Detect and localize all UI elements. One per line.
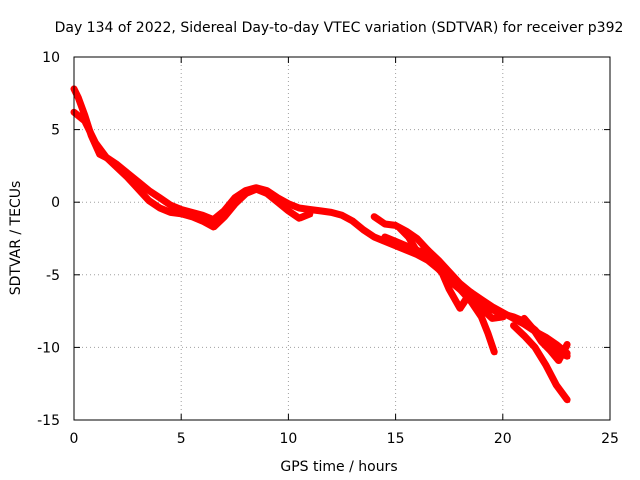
trace-lower-point — [178, 210, 185, 217]
trace-main-point — [156, 194, 163, 201]
trace-main-point — [146, 187, 152, 194]
trace-drop-b-point — [446, 286, 453, 293]
trace-tail-point — [555, 357, 562, 364]
y-tick-label: -10 — [37, 340, 60, 356]
trace-drop-c-point — [521, 332, 528, 339]
trace-lower-point — [285, 207, 292, 214]
trace-tail-point — [521, 315, 528, 322]
x-tick-label: 10 — [279, 431, 297, 447]
trace-main-point — [371, 234, 378, 240]
trace-drop-c-point — [510, 322, 517, 329]
trace-lower-point — [221, 213, 228, 220]
tick-layer: 0 5 10 15 20 25 -15 -10 -5 0 5 10 — [37, 50, 619, 447]
trace-tail-point — [529, 325, 536, 332]
x-axis-label: GPS time / hours — [280, 459, 397, 475]
trace-drop-b-point — [489, 315, 496, 322]
trace-tail-point — [547, 347, 553, 354]
trace-lower-point — [103, 154, 110, 161]
trace-drop-a-point — [491, 348, 498, 355]
trace-lower-point — [146, 197, 152, 204]
trace-lower-point — [296, 215, 303, 222]
trace-tail-point — [538, 338, 545, 345]
trace-drop-b-point — [405, 234, 412, 240]
trace-main-point — [349, 218, 356, 225]
trace-drop-c-point — [542, 361, 549, 368]
chart-title: Day 134 of 2022, Sidereal Day-to-day VTE… — [55, 20, 624, 36]
trace-layer — [70, 85, 571, 404]
trace-lower-point — [124, 174, 131, 181]
trace-upper-end-point — [489, 303, 496, 310]
trace-drop-a-point — [381, 234, 388, 240]
trace-lower-point — [199, 218, 206, 225]
y-tick-label: 5 — [51, 123, 60, 139]
trace-lower-point — [274, 199, 281, 206]
trace-drop-b-point — [478, 305, 485, 312]
trace-lower-point — [113, 164, 120, 171]
trace-upper-end-point — [414, 235, 420, 242]
trace-drop-a-point — [392, 238, 399, 245]
y-tick-label: -5 — [46, 268, 60, 284]
trace-drop-c-point — [564, 396, 571, 403]
trace-upper-end-point — [510, 315, 517, 322]
x-tick-label: 15 — [387, 431, 405, 447]
trace-lower-point — [81, 117, 88, 124]
trace-main-point — [296, 205, 303, 211]
y-tick-label: -15 — [37, 413, 60, 429]
trace-main-point — [317, 207, 324, 214]
trace-main-point — [360, 226, 367, 233]
trace-lower-point — [92, 139, 99, 146]
trace-lower-point — [210, 223, 217, 230]
plot-frame — [73, 56, 611, 421]
trace-upper-end-point — [446, 268, 453, 275]
grid-layer — [74, 57, 610, 420]
trace-lower-point — [306, 210, 313, 217]
trace-drop-a-point — [456, 286, 463, 293]
y-axis-label: SDTVAR / TECUs — [8, 181, 24, 296]
x-tick-label: 5 — [177, 431, 186, 447]
trace-main-point — [167, 202, 174, 209]
trace-drop-a-point — [403, 242, 410, 249]
trace-drop-b-point — [396, 225, 403, 232]
trace-drop-b-point — [424, 247, 431, 254]
trace-lower-point — [167, 209, 174, 216]
trace-drop-c-point — [532, 344, 538, 351]
y-tick-label: 10 — [42, 50, 60, 66]
trace-main-point — [328, 209, 335, 216]
trace-upper-end-point — [553, 341, 560, 348]
trace-upper-end-point — [381, 221, 388, 227]
x-tick-label: 0 — [70, 431, 79, 447]
trace-main-point — [339, 212, 345, 219]
trace-drop-b-point — [414, 248, 420, 255]
trace-lower-point — [264, 190, 270, 197]
trace-drop-a-point — [478, 313, 485, 320]
trace-lower-point — [156, 205, 163, 211]
trace-upper-end-point — [542, 334, 549, 341]
trace-drop-b-point — [435, 261, 442, 268]
x-tick-label: 20 — [494, 431, 512, 447]
trace-drop-a-point — [484, 329, 491, 336]
trace-lower-point — [188, 213, 195, 220]
trace-drop-c-point — [553, 382, 560, 389]
trace-lower-point — [242, 190, 249, 197]
trace-tail-point — [564, 341, 571, 348]
trace-main-point — [75, 94, 82, 101]
trace-lower-point — [231, 200, 238, 207]
trace-drop-b-point — [456, 305, 463, 312]
trace-drop-b-point — [467, 289, 474, 296]
trace-drop-b-point — [499, 313, 506, 320]
trace-lower-point — [135, 186, 142, 193]
x-tick-label: 25 — [601, 431, 619, 447]
y-tick-label: 0 — [51, 195, 60, 211]
trace-upper-end-point — [371, 213, 378, 220]
trace-lower-point — [253, 186, 260, 193]
